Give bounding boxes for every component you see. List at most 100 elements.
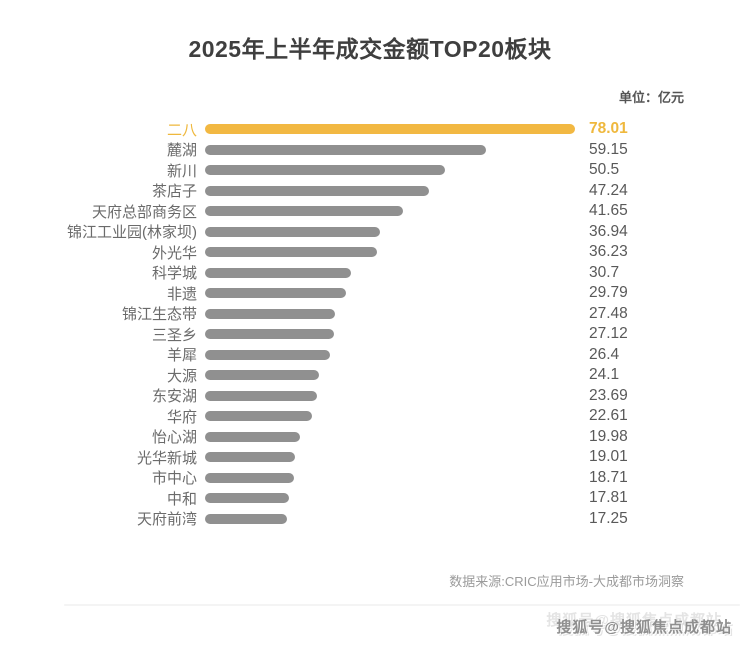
unit-label: 单位：亿元	[618, 90, 684, 105]
bar-track	[205, 124, 575, 135]
chart-row: 锦江生态带 27.48	[0, 304, 740, 325]
chart-row: 光华新城 19.01	[0, 447, 740, 468]
bar	[205, 411, 313, 422]
chart-row: 怡心湖 19.98	[0, 427, 740, 448]
value-label: 36.23	[589, 243, 628, 261]
category-label: 怡心湖	[151, 429, 197, 447]
category-label: 新川	[166, 162, 197, 180]
chart-row: 天府总部商务区 41.65	[0, 201, 740, 222]
value-label: 24.1	[589, 366, 620, 384]
bar-highlighted	[205, 124, 575, 135]
bar-track	[205, 390, 575, 401]
value-label: 27.12	[589, 325, 628, 343]
chart-row: 新川 50.5	[0, 160, 740, 181]
bar	[205, 513, 287, 524]
chart-row: 华府 22.61	[0, 406, 740, 427]
bar-track	[205, 165, 575, 176]
value-label: 78.01	[589, 120, 628, 138]
value-label: 22.61	[589, 407, 628, 425]
bar	[205, 267, 351, 278]
category-label: 华府	[166, 408, 197, 426]
value-label: 30.7	[589, 263, 620, 281]
category-label: 天府前湾	[136, 511, 197, 529]
value-label: 59.15	[589, 140, 628, 158]
chart-row: 非遗 29.79	[0, 283, 740, 304]
bar-track	[205, 370, 575, 381]
category-label: 三圣乡	[151, 326, 197, 344]
bar-track	[205, 452, 575, 463]
bar	[205, 349, 331, 360]
bar	[205, 452, 296, 463]
value-label: 17.25	[589, 509, 628, 527]
category-label: 市中心	[151, 470, 197, 488]
bar	[205, 390, 318, 401]
category-label: 东安湖	[151, 388, 197, 406]
value-label: 50.5	[589, 161, 620, 179]
bar	[205, 226, 381, 237]
value-label: 19.01	[589, 448, 628, 466]
bar	[205, 185, 430, 196]
chart-row: 科学城 30.7	[0, 263, 740, 284]
chart-row: 市中心 18.71	[0, 468, 740, 489]
bar-track	[205, 226, 575, 237]
category-label: 麓湖	[166, 142, 197, 160]
bar	[205, 288, 347, 299]
bar	[205, 329, 334, 340]
watermark: 搜狐号@搜狐焦点成都站 搜狐号@搜狐焦点成都站	[546, 612, 732, 637]
value-label: 26.4	[589, 345, 620, 363]
category-label: 光华新城	[136, 449, 197, 467]
chart-row: 东安湖 23.69	[0, 386, 740, 407]
bar-track	[205, 513, 575, 524]
value-label: 41.65	[589, 202, 628, 220]
bar-track	[205, 144, 575, 155]
category-label: 大源	[166, 367, 197, 385]
value-label: 36.94	[589, 222, 628, 240]
bar-track	[205, 493, 575, 504]
bar-chart: 二八 78.01 麓湖 59.15 新川 50.5 茶店子 47.24 天府总部商务区 41.65…	[0, 119, 740, 529]
category-label: 锦江工业园(林家坝)	[67, 224, 197, 242]
bar	[205, 493, 290, 504]
category-label: 锦江生态带	[121, 306, 197, 324]
category-label: 二八	[166, 121, 197, 139]
bar	[205, 431, 300, 442]
bar-track	[205, 206, 575, 217]
bar-track	[205, 349, 575, 360]
bar	[205, 370, 320, 381]
value-label: 47.24	[589, 181, 628, 199]
category-label: 羊犀	[166, 347, 197, 365]
bar	[205, 247, 377, 258]
value-label: 23.69	[589, 386, 628, 404]
bar-track	[205, 329, 575, 340]
chart-row: 三圣乡 27.12	[0, 324, 740, 345]
chart-row: 羊犀 26.4	[0, 345, 740, 366]
bar-track	[205, 185, 575, 196]
category-label: 外光华	[151, 244, 197, 262]
watermark-ghost-text: 搜狐号@搜狐焦点成都站	[546, 612, 722, 629]
bar-track	[205, 431, 575, 442]
chart-row: 茶店子 47.24	[0, 181, 740, 202]
category-label: 科学城	[151, 265, 197, 283]
value-label: 19.98	[589, 427, 628, 445]
category-label: 非遗	[166, 285, 197, 303]
chart-row: 大源 24.1	[0, 365, 740, 386]
chart-row: 二八 78.01	[0, 119, 740, 140]
category-label: 茶店子	[151, 183, 197, 201]
footer-divider	[64, 604, 740, 606]
chart-row: 锦江工业园(林家坝) 36.94	[0, 222, 740, 243]
value-label: 18.71	[589, 468, 628, 486]
value-label: 17.81	[589, 489, 628, 507]
data-source-note: 数据来源:CRIC应用市场-大成都市场洞察	[449, 574, 684, 589]
watermark-text: 搜狐号@搜狐焦点成都站	[556, 619, 732, 636]
category-label: 中和	[166, 490, 197, 508]
value-label: 29.79	[589, 284, 628, 302]
bar	[205, 165, 445, 176]
bar-track	[205, 267, 575, 278]
chart-row: 天府前湾 17.25	[0, 509, 740, 530]
chart-row: 外光华 36.23	[0, 242, 740, 263]
bar-track	[205, 411, 575, 422]
bar-track	[205, 288, 575, 299]
bar	[205, 308, 336, 319]
bar-track	[205, 472, 575, 483]
chart-title: 2025年上半年成交金额TOP20板块	[188, 36, 552, 62]
